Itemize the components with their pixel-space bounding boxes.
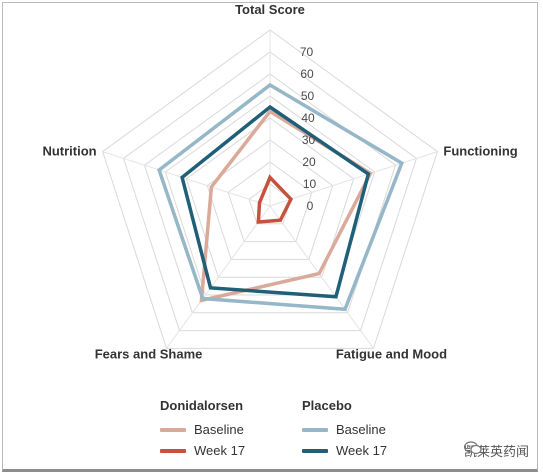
legend-title-donidalorsen: Donidalorsen — [160, 398, 244, 413]
grid-ring — [185, 117, 355, 278]
legend: Donidalorsen Baseline Week 17 Placebo Ba… — [160, 398, 432, 459]
grid-ring — [164, 95, 376, 296]
tick-label: 10 — [303, 177, 317, 191]
grid-spoke — [269, 151, 438, 207]
series-placebo-baseline — [157, 82, 404, 312]
legend-label: Baseline — [336, 422, 386, 437]
axis-label: Fears and Shame — [95, 346, 203, 361]
tick-label: 0 — [307, 199, 314, 213]
legend-item-donidalorsen-week17: Week 17 — [160, 442, 302, 459]
tick-label: 20 — [302, 155, 316, 169]
grid-ring — [122, 51, 418, 332]
series-donidalorsen-week-17 — [256, 174, 294, 224]
legend-swatch — [302, 427, 328, 432]
grid-ring — [102, 29, 438, 349]
legend-group-placebo: Placebo Baseline Week 17 — [302, 398, 432, 459]
legend-item-donidalorsen-baseline: Baseline — [160, 421, 302, 438]
legend-swatch — [160, 427, 186, 432]
tick-label: 50 — [301, 89, 315, 103]
series-placebo-week-17 — [180, 104, 371, 299]
grid-spoke — [102, 151, 271, 207]
tick-label: 70 — [300, 45, 314, 59]
grid-spoke — [166, 205, 271, 349]
legend-title-placebo: Placebo — [302, 398, 352, 413]
axis-label: Nutrition — [42, 144, 96, 159]
legend-swatch — [302, 448, 328, 453]
tick-label: 40 — [301, 111, 315, 125]
tick-label: 60 — [300, 67, 314, 81]
axis-label: Functioning — [443, 144, 517, 159]
legend-swatch — [160, 448, 186, 453]
legend-label: Week 17 — [194, 443, 246, 458]
legend-label: Week 17 — [336, 443, 388, 458]
legend-item-placebo-week17: Week 17 — [302, 442, 432, 459]
chart-frame — [2, 2, 538, 472]
axis-label: Fatigue and Mood — [336, 346, 447, 361]
grid-spoke — [269, 205, 374, 349]
wechat-icon — [463, 441, 482, 455]
watermark: 凯莱英药闻 — [463, 441, 529, 460]
grid-ring — [143, 73, 397, 314]
grid-ring — [227, 161, 313, 243]
legend-item-placebo-baseline: Baseline — [302, 421, 432, 438]
tick-label: 30 — [302, 133, 316, 147]
axis-label: Total Score — [235, 2, 305, 17]
legend-label: Baseline — [194, 422, 244, 437]
legend-group-donidalorsen: Donidalorsen Baseline Week 17 — [160, 398, 302, 459]
